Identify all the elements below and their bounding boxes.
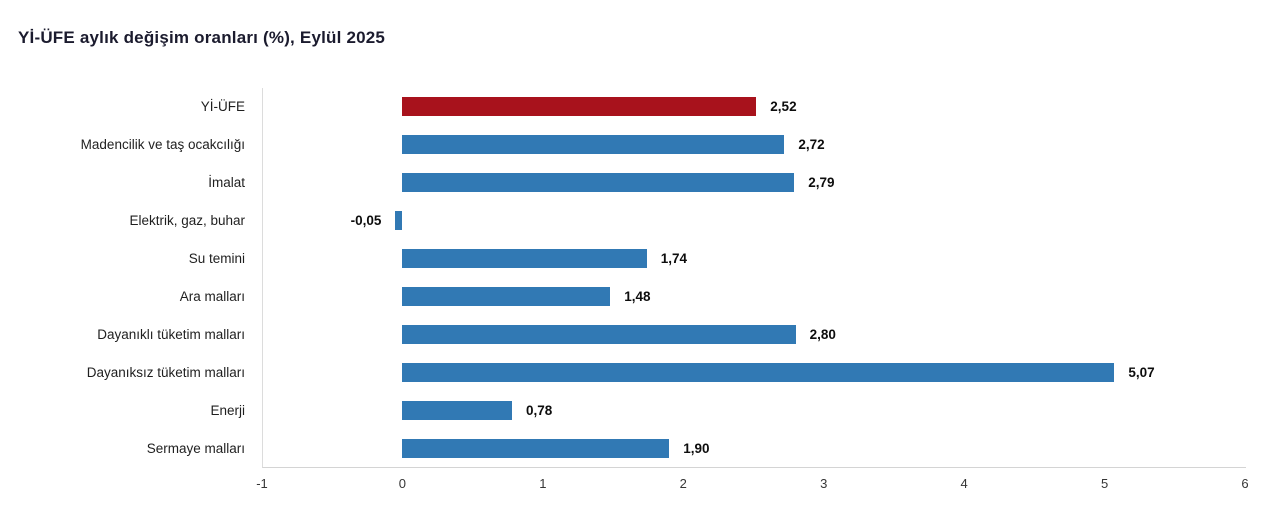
chart-title: Yİ-ÜFE aylık değişim oranları (%), Eylül… [18,28,386,47]
x-tick-label: 2 [679,476,687,491]
x-tick-label: -1 [256,476,268,491]
x-tick-label: 4 [960,476,968,491]
x-tick-label: 0 [398,476,407,491]
data-bar [402,362,1115,382]
data-bar [402,97,757,117]
data-bar [402,438,670,458]
category-label: İmalat [208,175,245,191]
x-tick-label: 1 [539,476,547,491]
category-label: Elektrik, gaz, buhar [129,213,245,229]
category-label: Enerji [210,402,245,418]
value-label: -0,05 [350,213,382,229]
data-bar [402,400,512,420]
category-label: Sermaye malları [146,440,245,456]
data-bar [402,173,795,193]
data-bar [402,324,796,344]
x-tick-label: 3 [820,476,828,491]
data-bar [395,211,403,231]
data-bar [402,249,647,269]
value-label: 0,78 [525,402,553,418]
value-label: 2,80 [809,326,836,342]
data-bar [402,135,785,155]
category-label: Yİ-ÜFE [200,99,245,115]
data-bar [402,286,611,306]
x-tick-label: 5 [1100,476,1109,491]
category-label: Dayanıksız tüketim malları [86,364,245,380]
value-label: 2,79 [808,175,835,191]
value-label: 5,07 [1128,364,1155,380]
value-label: 2,52 [770,99,797,115]
value-label: 2,72 [798,137,825,153]
x-tick-label: 6 [1241,476,1249,491]
category-label: Ara malları [179,288,245,304]
value-label: 1,48 [624,288,651,304]
value-label: 1,90 [683,440,710,456]
value-label: 1,74 [660,251,688,267]
category-label: Su temini [188,251,245,267]
category-label: Madencilik ve taş ocakcılığı [80,137,245,153]
category-label: Dayanıklı tüketim malları [97,326,245,342]
